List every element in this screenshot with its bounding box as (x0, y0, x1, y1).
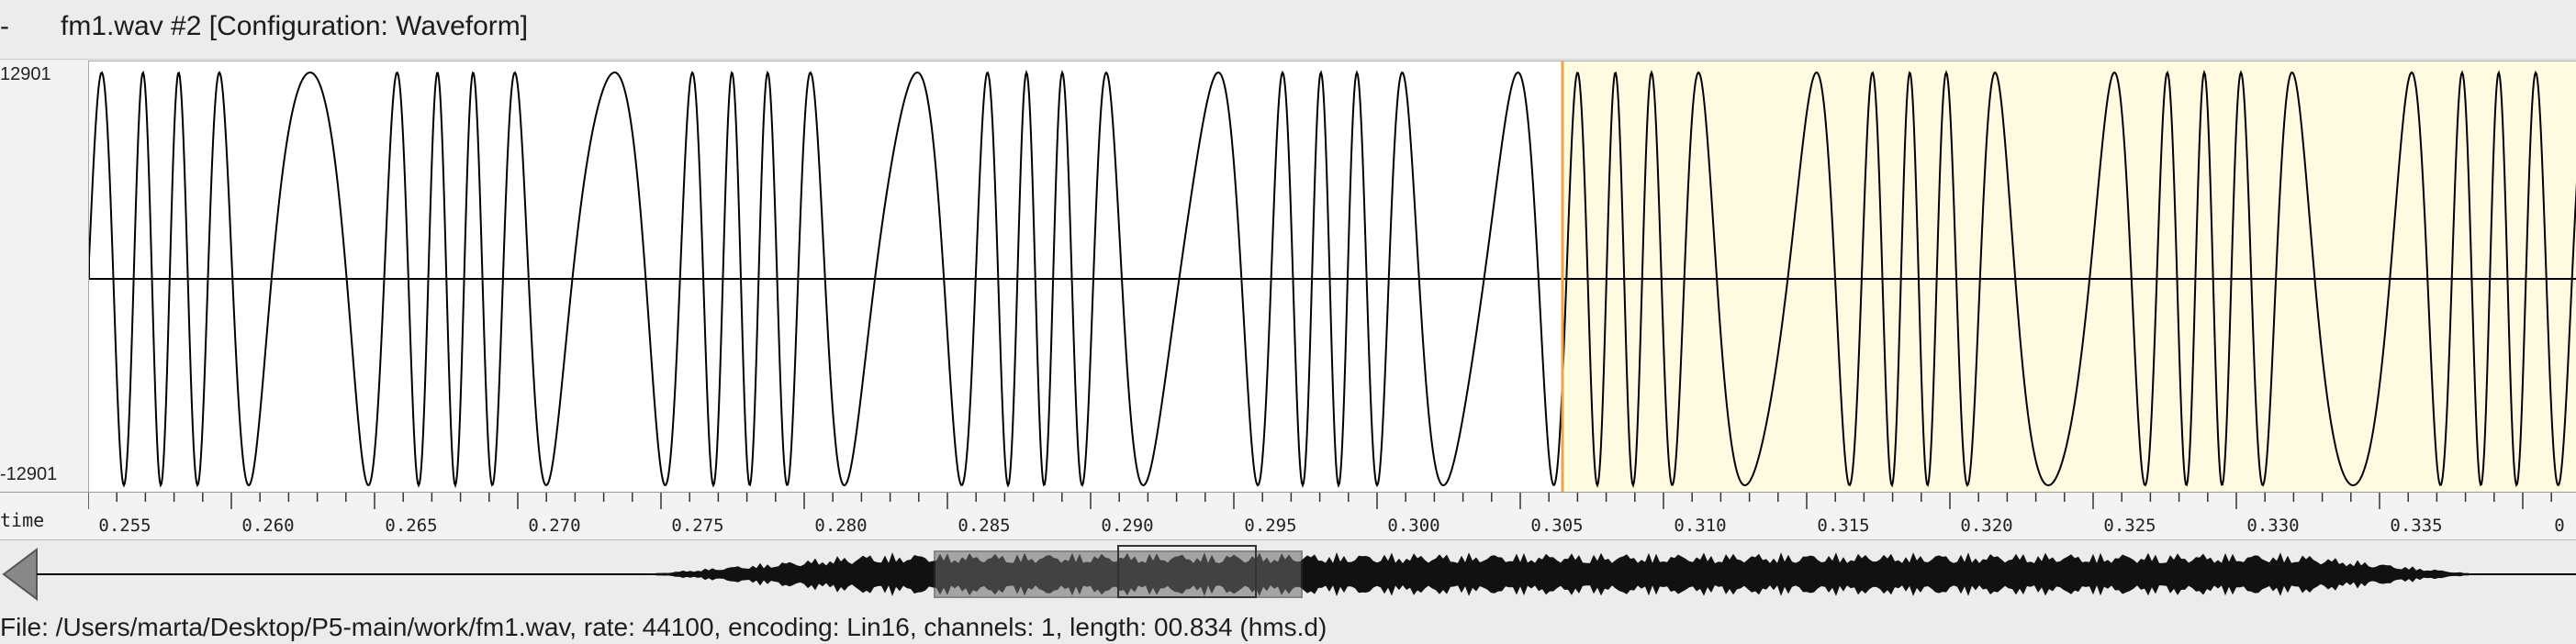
amplitude-min-label: -12901 (0, 464, 58, 484)
triangle-left-icon[interactable] (2, 548, 38, 601)
waveform-plot[interactable] (89, 61, 2576, 493)
window-titlebar: - fm1.wav #2 [Configuration: Waveform] (0, 0, 2576, 60)
window-title: fm1.wav #2 [Configuration: Waveform] (61, 11, 529, 41)
waveform-view[interactable] (88, 61, 2576, 493)
time-axis: time 0.255 0.260 0.265 0.270 0.275 0.280 0.285… (0, 492, 2576, 540)
time-tick-label: 0.300 (1387, 516, 1439, 536)
time-tick-label: 0.280 (814, 516, 867, 536)
time-tick-label: 0.310 (1674, 516, 1726, 536)
time-axis-label: time (0, 509, 45, 531)
selection-region[interactable] (1562, 61, 2576, 493)
time-tick-label: 0.275 (671, 516, 723, 536)
time-tick-label: 0.295 (1244, 516, 1296, 536)
time-tick-label: 0.290 (1101, 516, 1153, 536)
waveform-trace (89, 69, 2576, 489)
time-tick-label: 0 (2554, 516, 2564, 536)
overview-selection-box[interactable] (1117, 545, 1257, 598)
time-tick-label: 0.270 (528, 516, 580, 536)
amplitude-max-label: 12901 (0, 64, 51, 84)
time-ruler: 0.255 0.260 0.265 0.270 0.275 0.280 0.285 0.290… (88, 493, 2565, 536)
time-tick-label: 0.260 (241, 516, 294, 536)
window-menu-dash[interactable]: - (0, 11, 9, 41)
time-tick-label: 0.330 (2246, 516, 2299, 536)
time-tick-label: 0.315 (1817, 516, 1869, 536)
status-bar: File: /Users/marta/Desktop/P5-main/work/… (0, 607, 2576, 644)
status-file-info: File: /Users/marta/Desktop/P5-main/work/… (0, 613, 1327, 641)
time-tick-label: 0.265 (385, 516, 437, 536)
amplitude-axis: 12901 -12901 (0, 61, 88, 492)
time-tick-label: 0.305 (1530, 516, 1583, 536)
time-tick-label: 0.320 (1960, 516, 2012, 536)
time-tick-label: 0.335 (2390, 516, 2442, 536)
time-tick-label: 0.325 (2103, 516, 2156, 536)
overview-plot[interactable] (0, 540, 2576, 608)
overview-scrollbar[interactable] (0, 539, 2576, 608)
time-tick-label: 0.255 (98, 516, 151, 536)
time-tick-label: 0.285 (958, 516, 1010, 536)
overview-envelope (643, 552, 2479, 596)
